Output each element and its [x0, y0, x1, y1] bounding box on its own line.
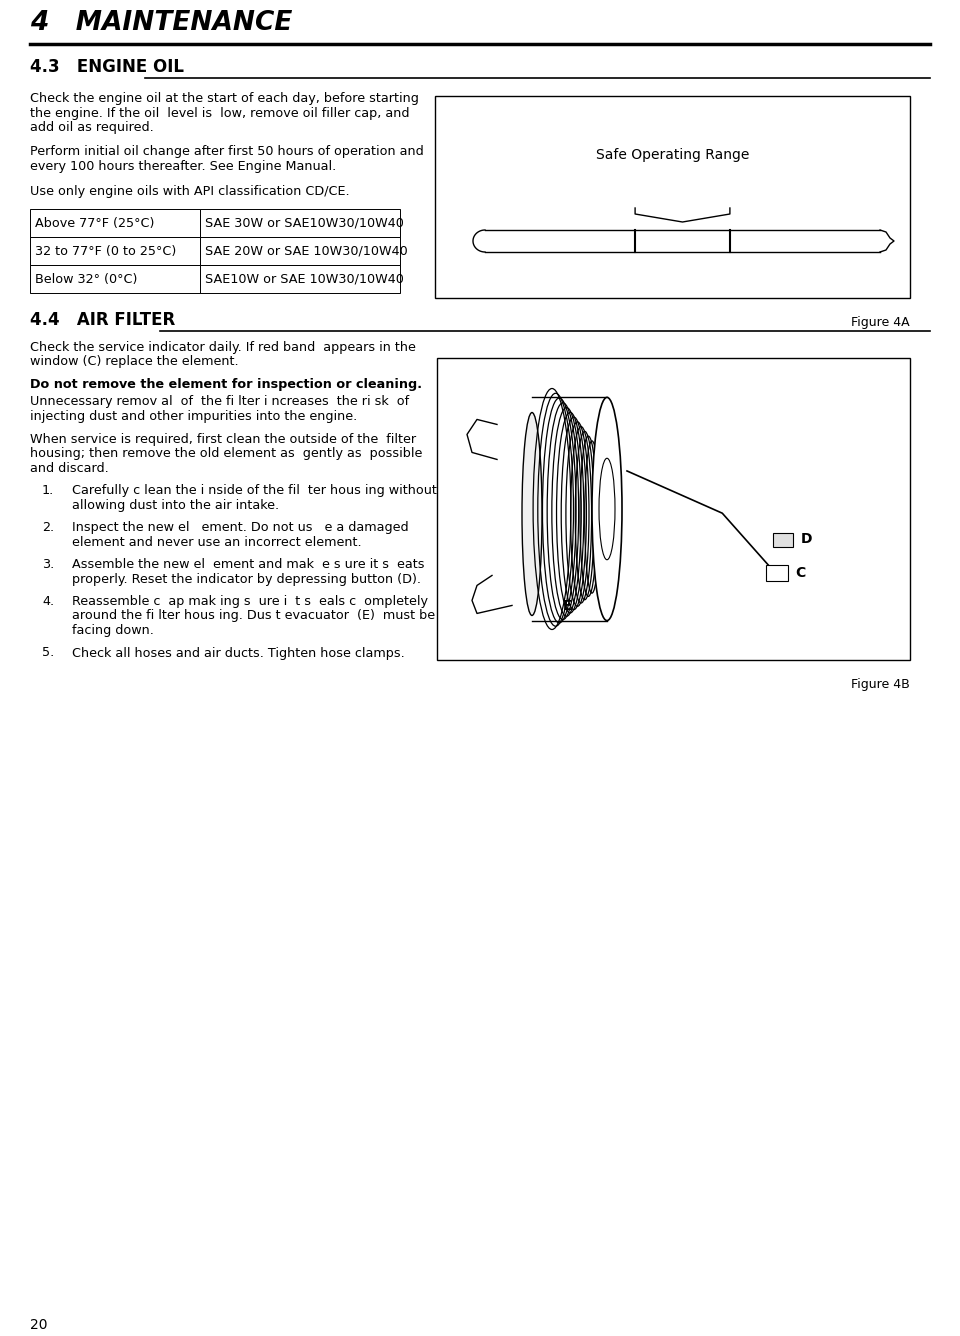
Bar — [435, 96, 910, 298]
Ellipse shape — [592, 397, 622, 621]
Text: D: D — [801, 533, 812, 546]
Text: Safe Operating Range: Safe Operating Range — [596, 148, 749, 162]
Text: Above 77°F (25°C): Above 77°F (25°C) — [35, 216, 155, 230]
Text: 32 to 77°F (0 to 25°C): 32 to 77°F (0 to 25°C) — [35, 244, 177, 258]
Text: 4   MAINTENANCE: 4 MAINTENANCE — [30, 9, 293, 36]
Bar — [765, 565, 787, 581]
Text: Check all hoses and air ducts. Tighten hose clamps.: Check all hoses and air ducts. Tighten h… — [72, 647, 405, 660]
Text: and discard.: and discard. — [30, 461, 108, 474]
Text: add oil as required.: add oil as required. — [30, 122, 154, 134]
Bar — [200, 265, 400, 293]
Text: C: C — [796, 566, 805, 580]
Text: window (C) replace the element.: window (C) replace the element. — [30, 355, 239, 369]
Bar — [773, 533, 793, 548]
Text: 20: 20 — [30, 1319, 47, 1332]
Text: 5.: 5. — [42, 647, 55, 660]
Text: 4.3   ENGINE OIL: 4.3 ENGINE OIL — [30, 57, 184, 76]
Text: Figure 4A: Figure 4A — [852, 317, 910, 329]
Text: the engine. If the oil  level is  low, remove oil filler cap, and: the engine. If the oil level is low, rem… — [30, 107, 410, 119]
Text: Do not remove the element for inspection or cleaning.: Do not remove the element for inspection… — [30, 378, 422, 391]
Bar — [200, 236, 400, 265]
Text: SAE10W or SAE 10W30/10W40: SAE10W or SAE 10W30/10W40 — [205, 273, 404, 286]
Text: every 100 hours thereafter. See Engine Manual.: every 100 hours thereafter. See Engine M… — [30, 160, 336, 172]
Text: housing; then remove the old element as  gently as  possible: housing; then remove the old element as … — [30, 448, 422, 460]
Text: Assemble the new el  ement and mak  e s ure it s  eats: Assemble the new el ement and mak e s ur… — [72, 558, 424, 570]
Text: Figure 4B: Figure 4B — [852, 677, 910, 691]
Text: Inspect the new el   ement. Do not us   e a damaged: Inspect the new el ement. Do not us e a … — [72, 521, 409, 534]
Bar — [30, 236, 200, 265]
Text: SAE 20W or SAE 10W30/10W40: SAE 20W or SAE 10W30/10W40 — [205, 244, 408, 258]
Bar — [30, 208, 200, 236]
Text: around the fi lter hous ing. Dus t evacuator  (E)  must be: around the fi lter hous ing. Dus t evacu… — [72, 609, 435, 623]
Text: 1.: 1. — [42, 484, 55, 497]
Text: Check the service indicator daily. If red band  appears in the: Check the service indicator daily. If re… — [30, 341, 416, 354]
Text: Use only engine oils with API classification CD/CE.: Use only engine oils with API classifica… — [30, 184, 349, 198]
Text: 3.: 3. — [42, 558, 55, 570]
Text: injecting dust and other impurities into the engine.: injecting dust and other impurities into… — [30, 410, 357, 424]
Text: E: E — [563, 599, 572, 613]
Ellipse shape — [599, 458, 615, 560]
Text: SAE 30W or SAE10W30/10W40: SAE 30W or SAE10W30/10W40 — [205, 216, 404, 230]
Text: Perform initial oil change after first 50 hours of operation and: Perform initial oil change after first 5… — [30, 146, 423, 159]
Text: 4.4   AIR FILTER: 4.4 AIR FILTER — [30, 311, 176, 329]
Ellipse shape — [522, 413, 542, 616]
Text: properly. Reset the indicator by depressing button (D).: properly. Reset the indicator by depress… — [72, 573, 421, 585]
Text: element and never use an incorrect element.: element and never use an incorrect eleme… — [72, 536, 362, 549]
Text: Carefully c lean the i nside of the fil  ter hous ing without: Carefully c lean the i nside of the fil … — [72, 484, 437, 497]
Bar — [437, 358, 910, 660]
Text: Check the engine oil at the start of each day, before starting: Check the engine oil at the start of eac… — [30, 92, 419, 106]
Text: facing down.: facing down. — [72, 624, 154, 637]
Text: 4.: 4. — [42, 595, 54, 608]
Text: Below 32° (0°C): Below 32° (0°C) — [35, 273, 137, 286]
Bar — [200, 208, 400, 236]
Text: Unnecessary remov al  of  the fi lter i ncreases  the ri sk  of: Unnecessary remov al of the fi lter i nc… — [30, 395, 409, 409]
Text: allowing dust into the air intake.: allowing dust into the air intake. — [72, 498, 279, 512]
Text: Reassemble c  ap mak ing s  ure i  t s  eals c  ompletely: Reassemble c ap mak ing s ure i t s eals… — [72, 595, 428, 608]
Bar — [30, 265, 200, 293]
Text: When service is required, first clean the outside of the  filter: When service is required, first clean th… — [30, 433, 416, 445]
Text: 2.: 2. — [42, 521, 54, 534]
